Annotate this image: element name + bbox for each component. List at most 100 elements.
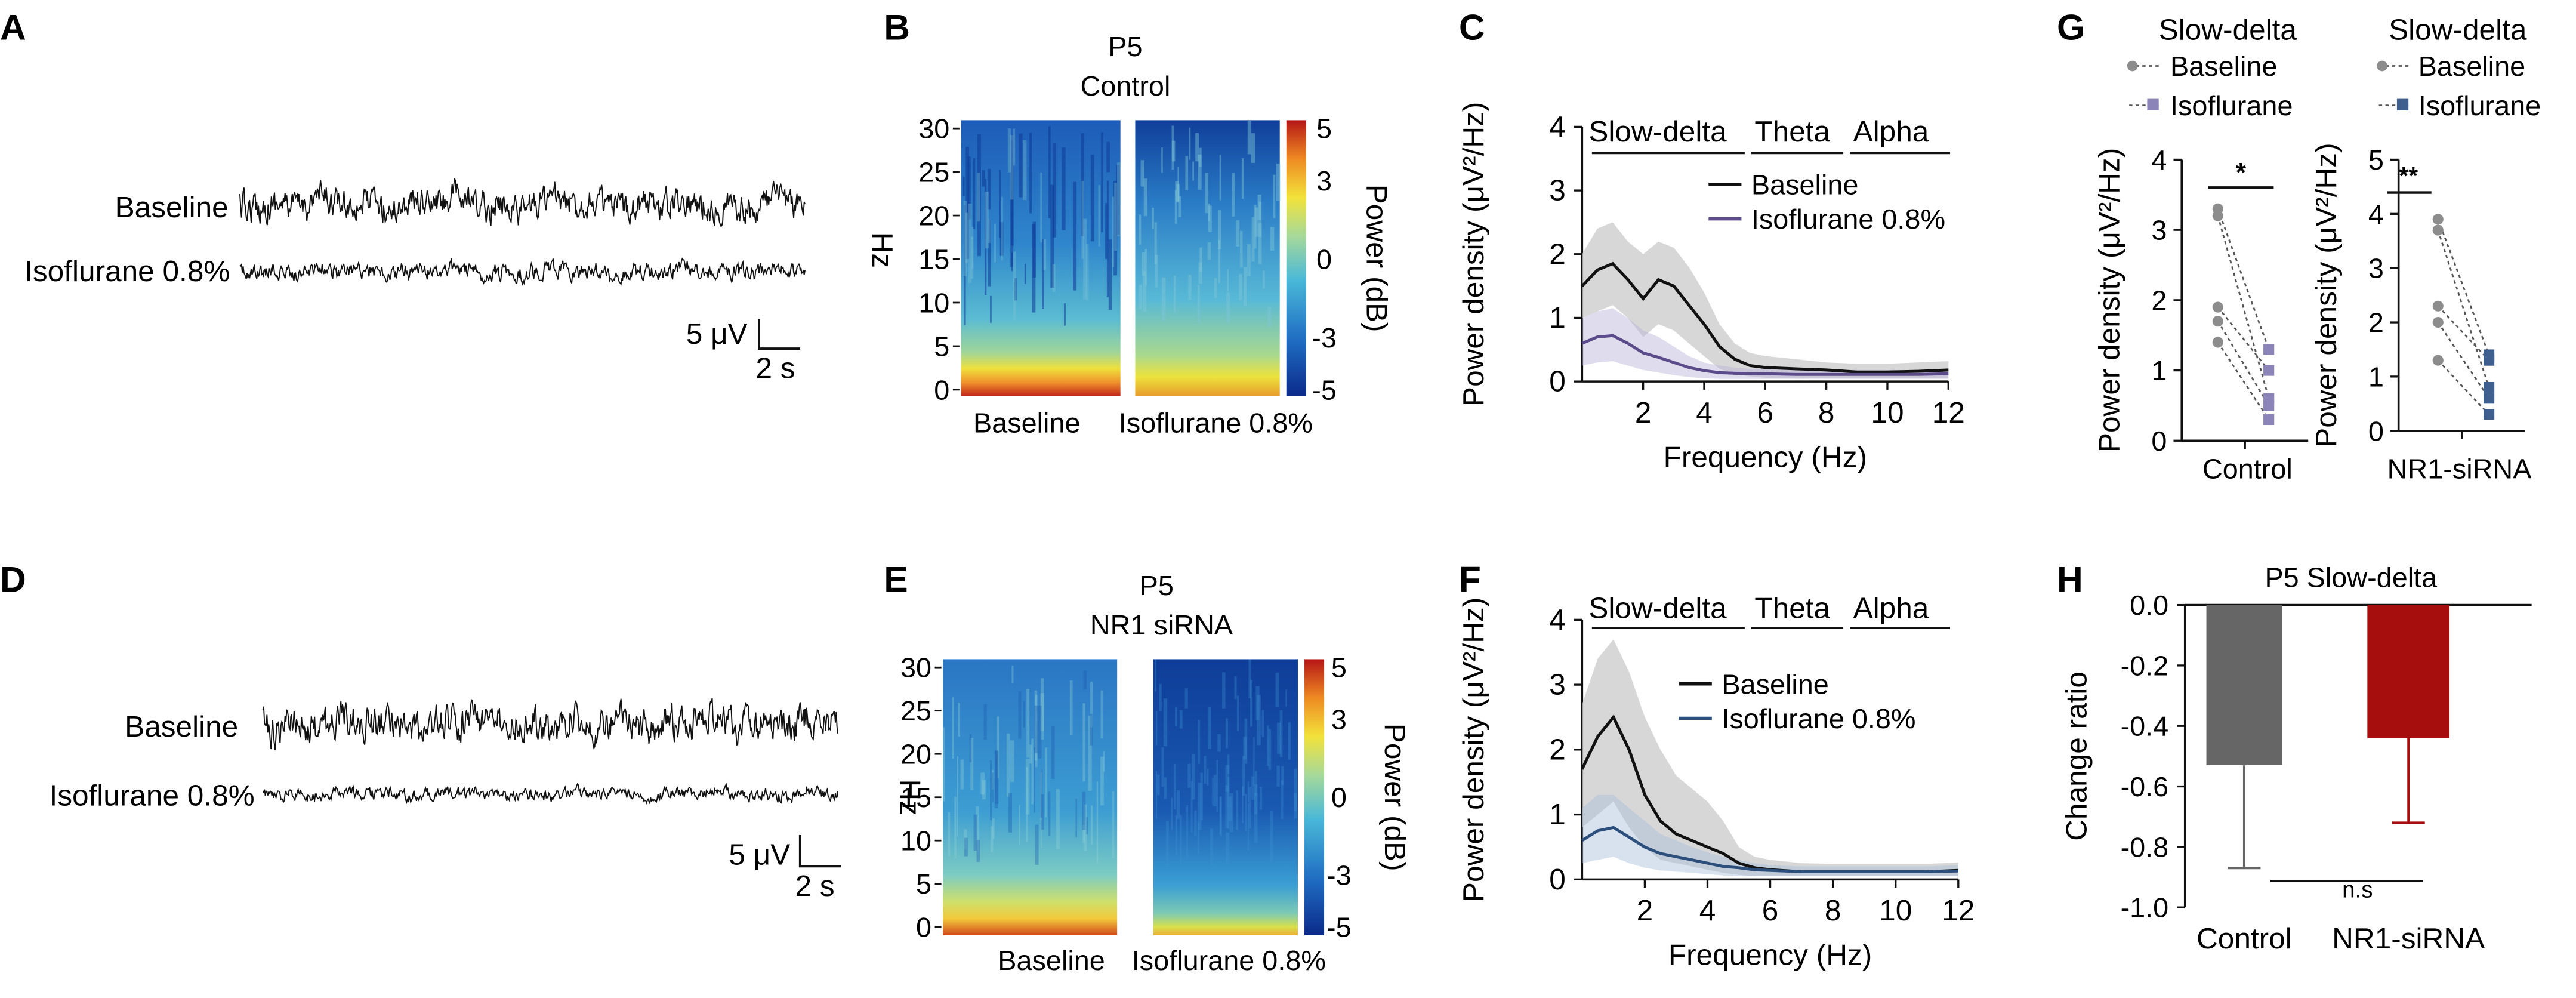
spectrogram-streak xyxy=(1266,725,1270,766)
psd-ylabel: Power density (μV²/Hz) xyxy=(1457,102,1490,406)
spectrogram-streak xyxy=(1261,710,1264,737)
h-title: P5 Slow-delta xyxy=(2265,562,2438,593)
psd-xtick-label: 10 xyxy=(1879,894,1912,927)
colorbar-e-label: Power (dB) xyxy=(1378,723,1412,871)
spec-ytick-label: 5 xyxy=(916,868,931,900)
spectrogram-streak xyxy=(964,205,966,325)
g-ytick-label: 5 xyxy=(2368,144,2384,175)
spectrogram-streak xyxy=(1188,275,1192,300)
colorbar-tick-label: 3 xyxy=(1316,165,1332,196)
trace-a-baseline-label: Baseline xyxy=(115,190,229,224)
panel-letter-a: A xyxy=(0,7,26,47)
spectrogram-streak xyxy=(1088,716,1092,791)
panel-f: Slow-delta Theta Alpha Baseline Isoflura… xyxy=(1457,592,1975,972)
spectrogram-streak xyxy=(1101,132,1103,232)
spectrogram-streak xyxy=(1195,133,1199,162)
spectrogram-streak xyxy=(1162,277,1166,321)
spectrogram-streak xyxy=(1026,767,1028,842)
colorbar-tick-label: 0 xyxy=(1331,782,1347,813)
spectrogram-streak xyxy=(1090,713,1093,746)
spectrogram-streak xyxy=(1034,690,1038,761)
spectrogram-streak xyxy=(995,751,999,804)
spectrogram-streak xyxy=(1194,811,1197,836)
g-ylabel: Power density (μV²/Hz) xyxy=(2093,148,2126,452)
spectrogram-streak xyxy=(1198,284,1200,323)
g-ytick-label: 4 xyxy=(2151,144,2167,175)
g-ytick-label: 4 xyxy=(2368,199,2384,230)
spectrogram-streak xyxy=(1244,267,1247,306)
spectrogram-streak xyxy=(1040,172,1042,242)
spec-e-xlabel-isoflurane: Isoflurane 0.8% xyxy=(1132,945,1326,976)
psd-ytick-label: 2 xyxy=(1549,732,1566,766)
spectrogram-streak xyxy=(1081,181,1084,259)
spectrogram-streak xyxy=(1248,659,1251,698)
spectrogram-streak xyxy=(1174,275,1176,313)
spectrogram-streak xyxy=(1174,190,1177,224)
spec-ytick-label: 25 xyxy=(900,695,931,726)
spectrogram-streak xyxy=(1251,217,1255,262)
spectrogram-streak xyxy=(1219,155,1221,201)
psd-xtick-label: 2 xyxy=(1635,396,1652,429)
band-f-theta: Theta xyxy=(1754,592,1830,625)
g-pair-line xyxy=(2217,306,2270,371)
spectrogram-streak xyxy=(1235,790,1239,830)
psd-xtick-label: 4 xyxy=(1699,894,1716,927)
spectrogram-streak xyxy=(976,806,979,852)
h-xtick-label: NR1-siRNA xyxy=(2332,922,2485,955)
psd-xtick-label: 2 xyxy=(1637,894,1653,927)
scale-a-time: 2 s xyxy=(755,352,795,385)
psd-xtick-label: 10 xyxy=(1871,396,1904,429)
spectrogram-streak xyxy=(1139,284,1142,310)
spectrogram-streak xyxy=(1253,737,1255,786)
spectrogram-streak xyxy=(1186,805,1189,858)
h-xtick-label: Control xyxy=(2196,922,2292,955)
spectrogram-streak xyxy=(1207,768,1209,786)
spec-ytick-label: 20 xyxy=(900,739,931,770)
spectrogram-streak xyxy=(1212,778,1214,806)
spectrogram-streak xyxy=(1043,239,1046,270)
g-baseline-point xyxy=(2212,210,2223,221)
spectrogram-streak xyxy=(1025,759,1030,815)
psd-error-band-baseline xyxy=(1582,639,1958,876)
g-ytick-label: 3 xyxy=(2368,253,2384,284)
spectrogram-streak xyxy=(1029,744,1032,764)
spectrogram-streak xyxy=(1116,165,1120,236)
spectrogram-streak xyxy=(988,219,991,287)
psd-ytick-label: 0 xyxy=(1549,863,1566,896)
g-left-legend-baseline: Baseline xyxy=(2170,51,2278,82)
h-ylabel: Change ratio xyxy=(2060,672,2093,841)
spectrogram-streak xyxy=(1273,174,1276,218)
panel-letter-f: F xyxy=(1459,559,1481,600)
spectrogram-streak xyxy=(1112,791,1115,858)
spectrogram-streak xyxy=(1040,769,1043,818)
spec-b-title-age: P5 xyxy=(1108,31,1142,62)
panel-letter-g: G xyxy=(2057,7,2085,47)
spectrogram-streak xyxy=(1100,756,1104,806)
spec-b-title-group: Control xyxy=(1081,70,1171,101)
spectrogram-streak xyxy=(1208,205,1212,232)
panel-letter-c: C xyxy=(1459,7,1485,47)
spectrogram-streak xyxy=(1268,729,1272,771)
spectrogram-streak xyxy=(997,716,999,779)
g-left-xlabel: Control xyxy=(2202,454,2293,485)
spectrogram-streak xyxy=(1006,733,1010,797)
g-pair-line xyxy=(2437,359,2490,415)
spectrogram-streak xyxy=(1216,759,1218,812)
h-bar-control xyxy=(2206,605,2282,766)
spectrogram-streak xyxy=(954,796,957,858)
spectrogram-streak xyxy=(1226,292,1230,323)
spec-e-xlabel-baseline: Baseline xyxy=(998,945,1105,976)
g-ytick-label: 1 xyxy=(2368,361,2384,392)
spectrogram-streak xyxy=(1239,274,1242,300)
panel-a: Baseline Isoflurane 0.8% 5 μV 2 s xyxy=(24,178,806,385)
spectrogram-streak xyxy=(1279,710,1283,757)
spectrogram-streak xyxy=(1035,695,1038,768)
spectrogram-streak xyxy=(1083,218,1087,300)
scale-a-voltage: 5 μV xyxy=(686,317,748,350)
spectrogram-streak xyxy=(1236,220,1240,247)
spectrogram-streak xyxy=(1276,164,1281,201)
g-pair-line xyxy=(2217,321,2270,406)
spectrogram-streak xyxy=(1208,203,1210,221)
spectrogram-streak xyxy=(1086,817,1088,834)
